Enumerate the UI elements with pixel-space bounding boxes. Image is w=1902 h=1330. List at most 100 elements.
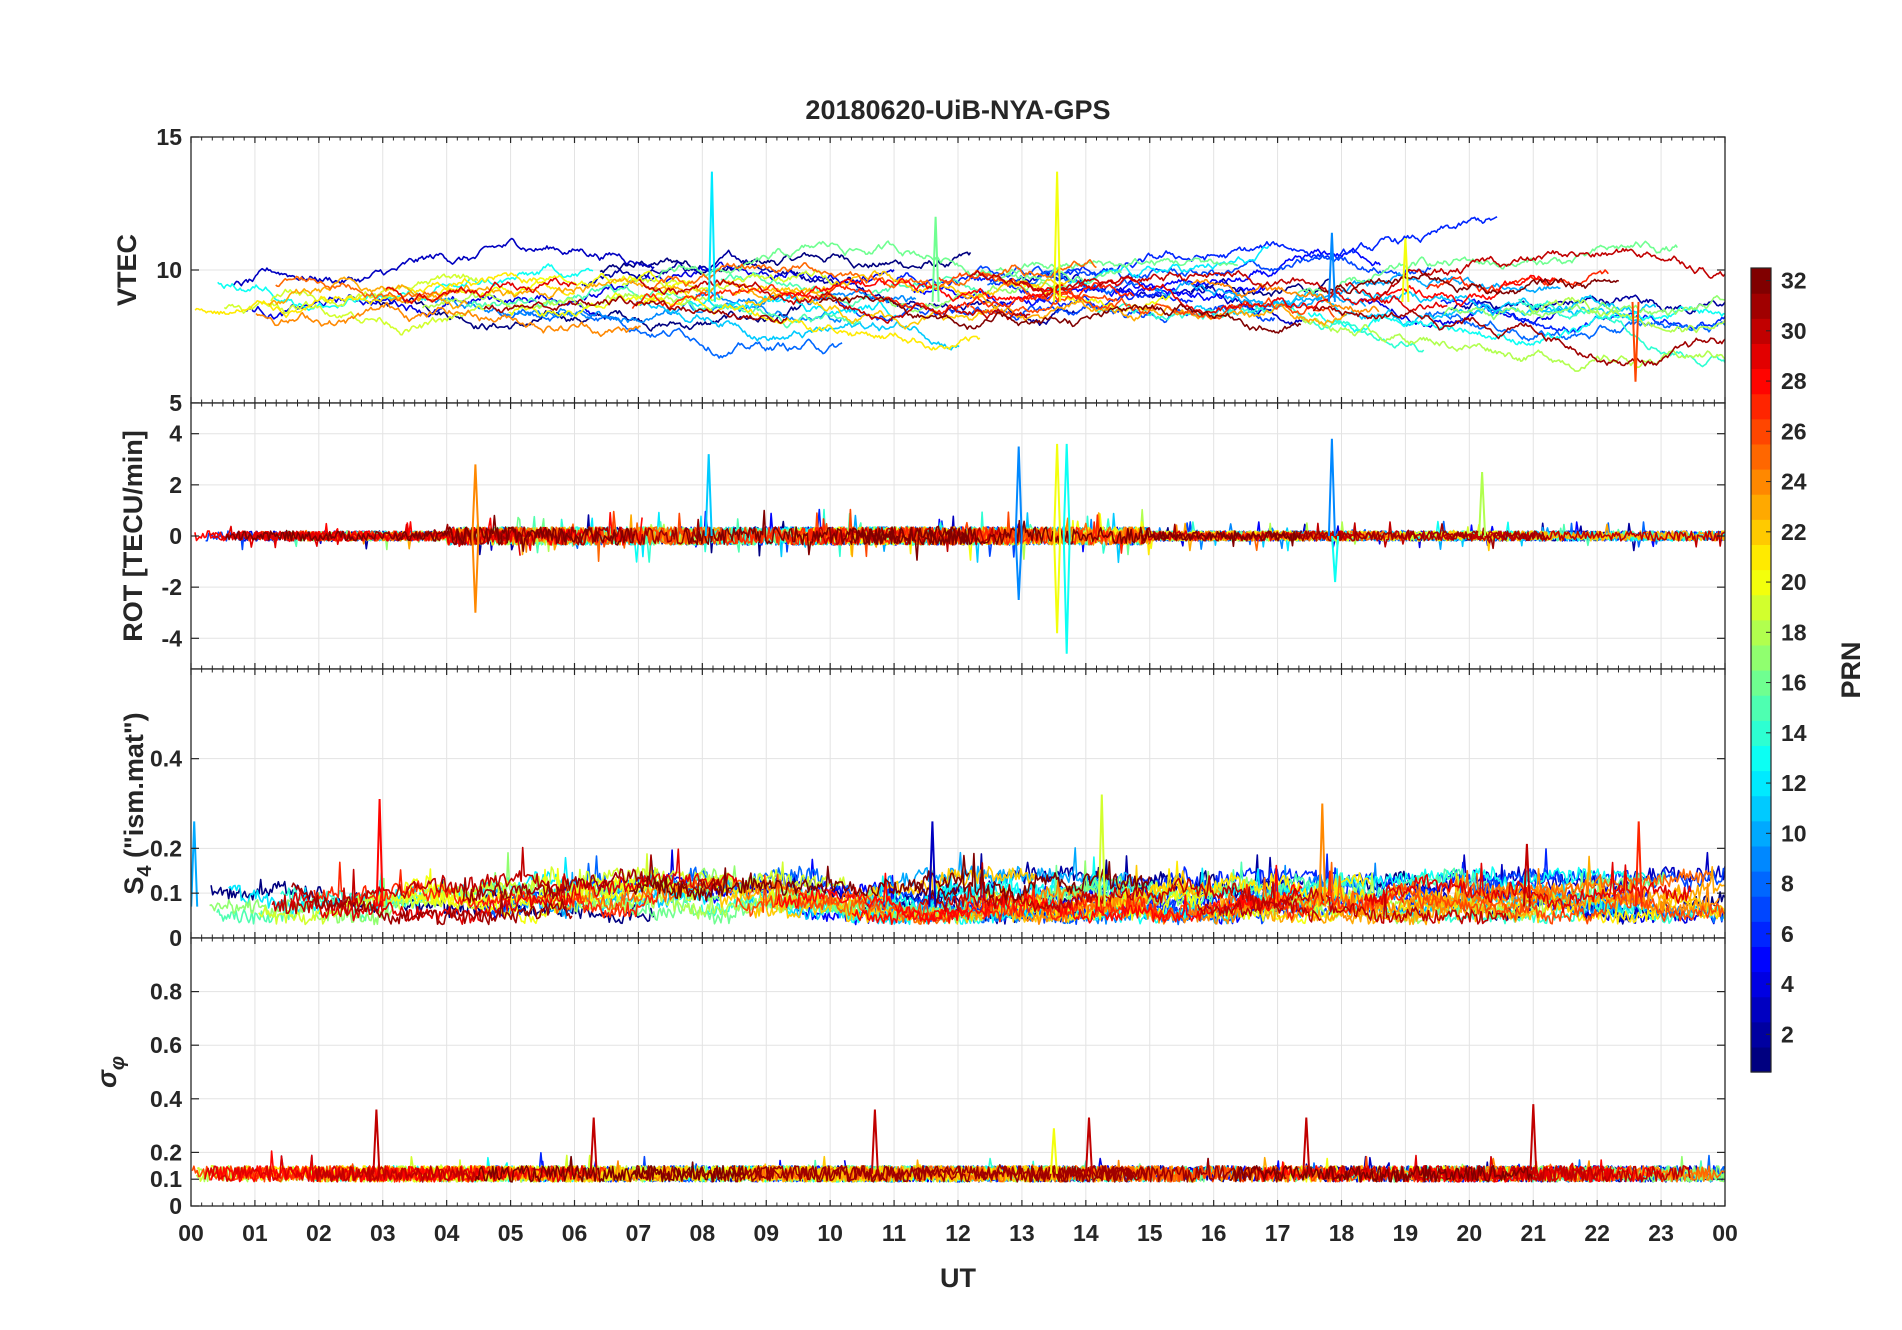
rot-spike-6 [1053,535,1062,634]
colorbar-swatch-prn-29 [1751,343,1771,370]
x-tick-label: 20 [1457,1220,1483,1246]
colorbar-swatch-prn-8 [1751,871,1771,897]
x-tick-label: 09 [753,1220,779,1246]
colorbar-swatch-prn-30 [1751,318,1771,344]
vtec-y-tick-label: 15 [156,124,182,150]
vtec-series-prn-30 [969,269,1344,298]
colorbar-tick-label: 24 [1781,469,1807,495]
sigma_phi-series-prn-31 [1054,1157,1287,1183]
vtec-series-prn-13 [1307,306,1725,346]
colorbar-swatch-prn-31 [1751,293,1771,319]
sigma_phi-series-group [191,1104,1725,1183]
sigma_phi-spike-4 [1085,1117,1093,1174]
vtec-spike-2 [1327,232,1336,302]
vtec-series-prn-25 [275,275,450,302]
colorbar-swatch-prn-20 [1751,569,1771,596]
s4-series-group [191,794,1725,926]
vtec-y-tick-label: 10 [156,257,182,283]
colorbar-swatch-prn-27 [1751,393,1771,420]
rot-spike-1 [471,535,480,613]
s4-y-tick-label: 0.1 [150,880,182,906]
colorbar-tick-label: 22 [1781,519,1807,545]
x-tick-labels: 00 01 02 03 04 05 06 07 08 09 10 11 12 13 14 15 16 17 18 19… [178,1220,1738,1246]
colorbar-swatch-prn-6 [1751,921,1771,947]
s4-y-axis-label-main: S [119,877,149,895]
sigma_phi-series-prn-30 [314,1165,481,1183]
rot-series-prn-32 [849,519,1303,561]
rot-spike-7 [1062,443,1071,537]
colorbar-tick-label: 26 [1781,418,1807,444]
vtec-series-group [194,171,1725,382]
s4-series-prn-32 [914,852,1152,904]
vtec-series-prn-18 [1528,296,1725,334]
s4-series-prn-26 [1398,882,1725,925]
rot-spike-4 [1014,535,1023,600]
sigma_phi-spike-2 [870,1109,879,1174]
x-tick-label: 00 [178,1220,204,1246]
sigma_phi-spike-3 [1049,1128,1058,1174]
sigma_phi-spike-0 [372,1109,381,1174]
s4-series-prn-30 [1197,881,1508,925]
colorbar-swatch-prn-21 [1751,544,1771,571]
sigma_phi-y-tick-label: 0.8 [150,979,182,1005]
x-tick-label: 14 [1073,1220,1099,1246]
vtec-series-prn-2 [1449,294,1725,315]
panel-rot: -4 -2 0 2 4 ROT [TECU/min] [118,402,1726,670]
vtec-series-prn-21 [194,272,576,319]
rot-y-tick-label: 0 [169,523,182,549]
s4-series-prn-30 [919,862,1322,923]
colorbar-tick-label: 14 [1781,720,1807,746]
rot-series-prn-32 [683,509,973,556]
sigma_phi-spike-5 [1302,1117,1311,1174]
colorbar-swatch-prn-24 [1751,469,1771,495]
sigma_phi-series-prn-32 [474,1155,747,1183]
colorbar-tick-label: 4 [1781,971,1794,997]
colorbar-swatch-prn-17 [1751,644,1771,671]
vtec-series-prn-28 [780,277,1064,302]
colorbar-swatch-prn-22 [1751,519,1771,545]
sigma_phi-series-prn-24 [1441,1157,1713,1183]
colorbar-swatch-prn-19 [1751,594,1771,621]
vtec-series-prn-19 [223,300,491,336]
vtec-series-prn-23 [268,276,468,310]
rot-series-prn-31 [396,518,701,546]
vtec-series-prn-31 [483,295,788,324]
colorbar-swatch-prn-9 [1751,845,1771,872]
sigma_phi-y-tick-label: 0.6 [150,1032,182,1058]
x-tick-label: 21 [1520,1220,1546,1246]
colorbar-swatch-prn-32 [1751,268,1771,294]
s4-spike-1 [1097,794,1106,907]
panel-s4: 00.10.20.4S4 ("ism.mat") [119,668,1726,951]
sigma_phi-y-tick-label: 0 [169,1193,182,1219]
vtec-series-prn-26 [970,294,1118,316]
colorbar-swatch-prn-4 [1751,971,1771,998]
s4-series-prn-28 [775,872,993,924]
rot-series-prn-29 [221,523,521,556]
vtec-series-prn-32 [1319,272,1619,295]
vtec-series-prn-32 [818,295,1302,334]
rot-y-axis-label: ROT [TECU/min] [118,430,148,641]
sigma_phi-series-prn-32 [1229,1165,1533,1183]
x-tick-label: 06 [562,1220,588,1246]
sigma_phi-axes-frame [190,937,1726,1207]
colorbar-swatch-prn-5 [1751,946,1771,973]
vtec-y-tick-label: 5 [169,390,182,416]
x-tick-label: 04 [434,1220,460,1246]
sigma_phi-y-tick-label: 0.2 [150,1139,182,1165]
x-tick-label: 23 [1648,1220,1674,1246]
vtec-series-prn-3 [232,237,655,287]
vtec-series-prn-24 [255,301,641,338]
rot-series-prn-30 [811,526,1008,553]
s4-y-axis-label-rest: ("ism.mat") [119,712,149,865]
s4-series-prn-32 [628,854,970,902]
colorbar-tick-label: 16 [1781,670,1807,696]
colorbar-swatch-prn-3 [1751,996,1771,1023]
x-tick-label: 03 [370,1220,396,1246]
colorbar-swatch-prn-14 [1751,720,1771,746]
x-tick-label: 05 [498,1220,524,1246]
colorbar-swatch-prn-28 [1751,368,1771,395]
colorbar-tick-label: 12 [1781,770,1807,796]
colorbar-tick-label: 6 [1781,921,1794,947]
